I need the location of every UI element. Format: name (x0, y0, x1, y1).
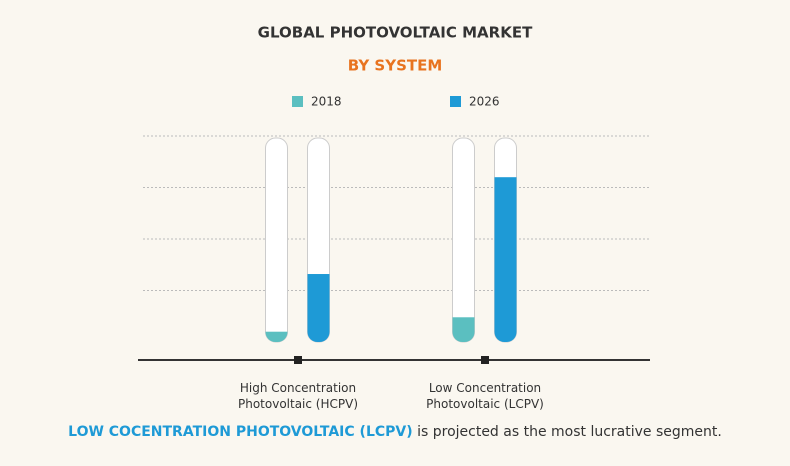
legend-label: 2026 (469, 95, 500, 109)
x-tick (294, 356, 302, 364)
legend-swatch (450, 96, 461, 107)
capsule (265, 137, 288, 343)
bar (307, 274, 330, 342)
bar (494, 177, 517, 342)
legend-swatch (292, 96, 303, 107)
bar (265, 331, 288, 342)
x-tick-label: High Concentration Photovoltaic (HCPV) (237, 381, 359, 411)
annotation-text: is projected as the most lucrative segme… (417, 424, 722, 440)
x-tick-label: Low Concentration Photovoltaic (LCPV) (426, 381, 544, 411)
x-tick (481, 356, 489, 364)
chart-subtitle: BY SYSTEM (348, 57, 443, 75)
annotation-highlight: LOW COCENTRATION PHOTOVOLTAIC (LCPV) (68, 424, 413, 440)
legend-label: 2018 (311, 95, 342, 109)
annotation: LOW COCENTRATION PHOTOVOLTAIC (LCPV) is … (0, 424, 790, 440)
capsule (452, 137, 475, 343)
chart-title: GLOBAL PHOTOVOLTAIC MARKET (258, 24, 533, 42)
bar (452, 317, 475, 342)
